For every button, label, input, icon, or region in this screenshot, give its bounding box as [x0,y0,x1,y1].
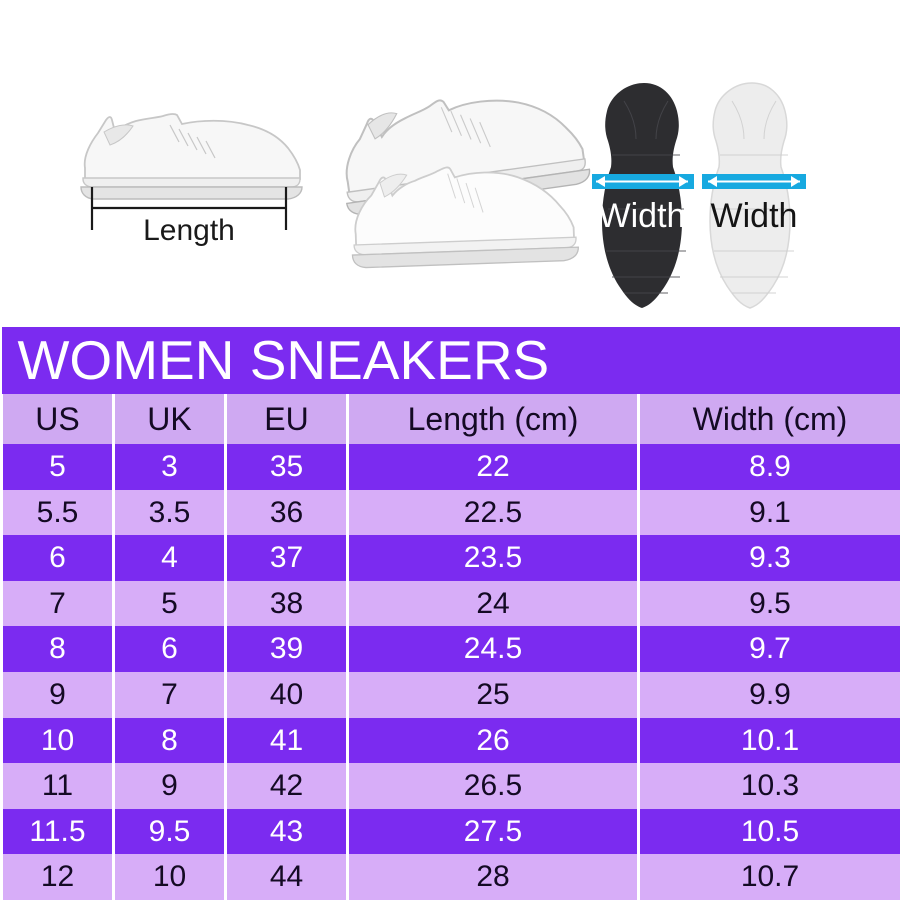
svg-text:Width: Width [599,197,686,235]
svg-text:Length: Length [143,214,235,247]
svg-text:Width: Width [711,197,798,235]
